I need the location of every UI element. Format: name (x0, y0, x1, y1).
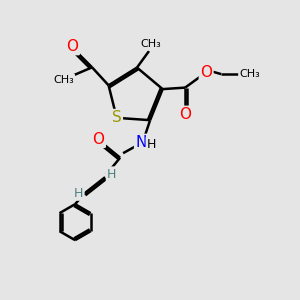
Text: S: S (112, 110, 122, 125)
Text: N: N (135, 135, 147, 150)
Text: H: H (147, 138, 156, 151)
Text: O: O (200, 65, 212, 80)
Text: CH₃: CH₃ (239, 69, 260, 79)
Text: O: O (92, 132, 104, 147)
Text: H: H (74, 187, 83, 200)
Text: H: H (107, 168, 116, 181)
Text: O: O (67, 39, 79, 54)
Text: CH₃: CH₃ (53, 75, 74, 85)
Text: O: O (179, 107, 191, 122)
Text: CH₃: CH₃ (140, 40, 161, 50)
